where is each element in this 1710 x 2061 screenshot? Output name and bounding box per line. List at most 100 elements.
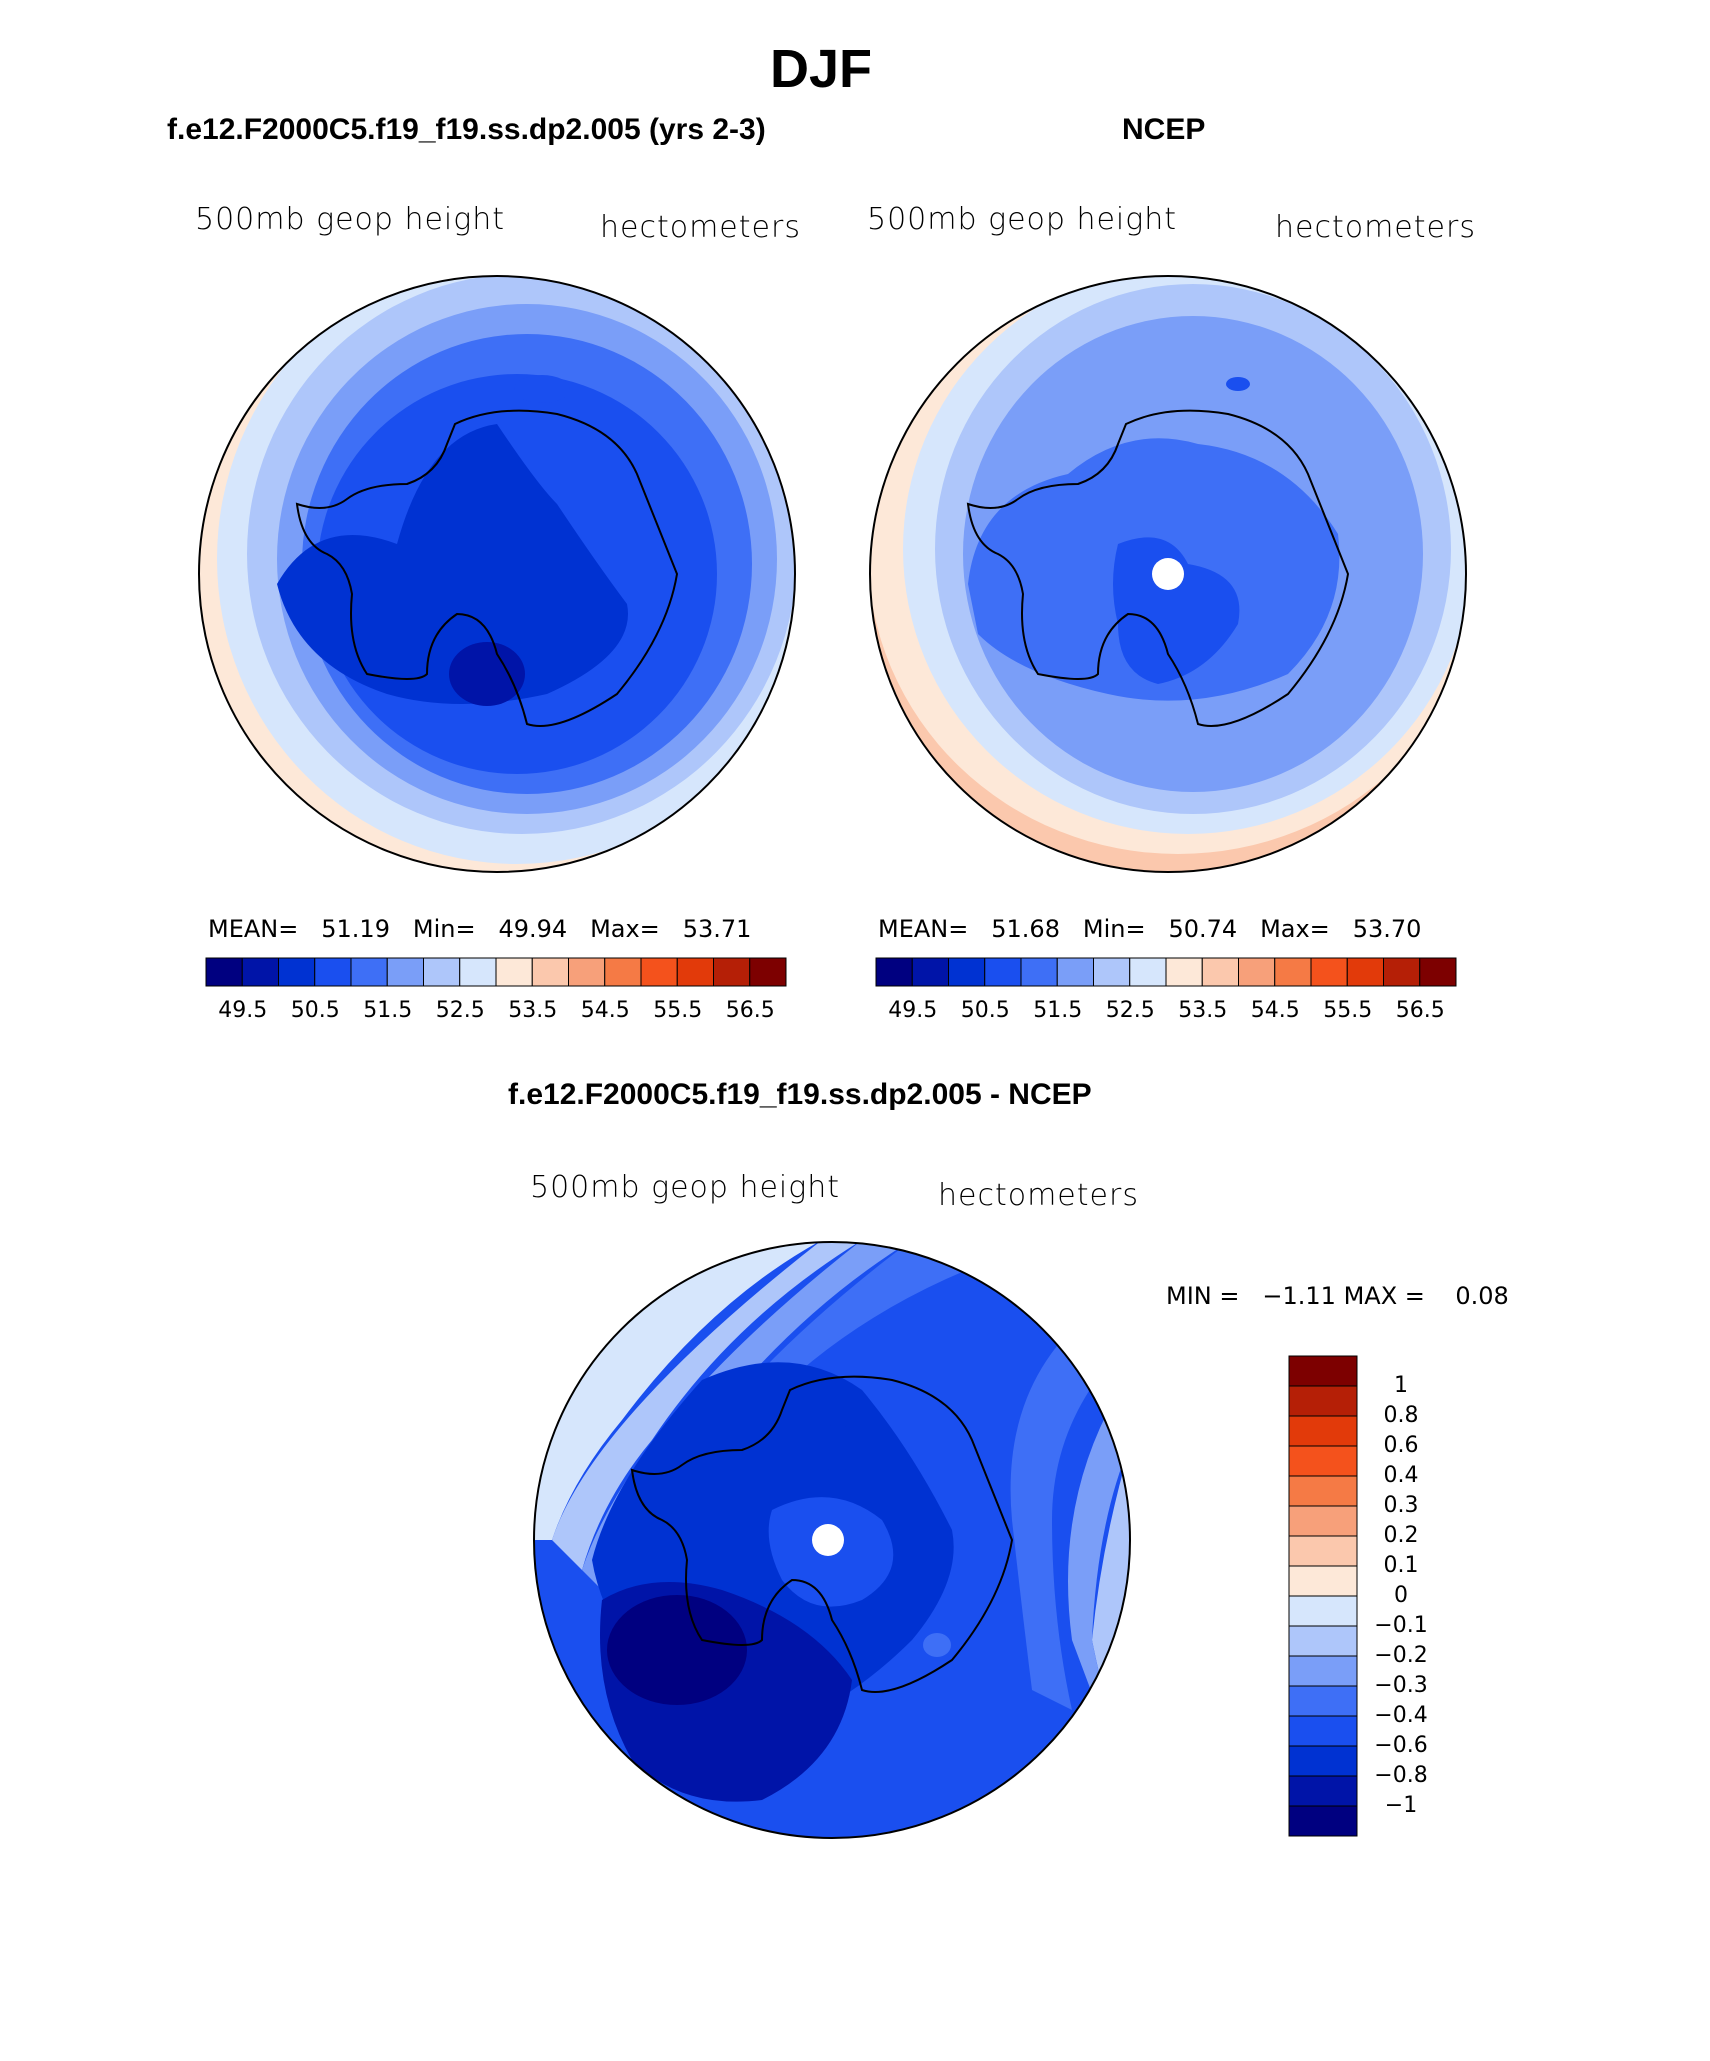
mean-value: 51.19 xyxy=(321,915,390,943)
colorbar-swatch xyxy=(314,957,352,987)
colorbar-tick-label: −1 xyxy=(1384,1793,1418,1818)
colorbar-swatch xyxy=(948,957,986,987)
polar-map-model xyxy=(198,275,796,873)
colorbar-swatch xyxy=(1383,957,1421,987)
colorbar-swatch xyxy=(495,957,533,987)
colorbar-swatch xyxy=(749,957,787,987)
max-value: 53.70 xyxy=(1352,915,1422,943)
colorbar-model xyxy=(205,957,787,987)
colorbar-swatch xyxy=(1288,1445,1358,1477)
colorbar-tick-label: −0.3 xyxy=(1374,1673,1428,1698)
colorbar-swatch xyxy=(1346,957,1384,987)
antarctica-coastline xyxy=(966,409,1350,727)
max-value: 53.71 xyxy=(682,915,752,943)
colorbar-tick-label: 0.3 xyxy=(1383,1493,1419,1518)
max-value: 0.08 xyxy=(1455,1282,1509,1310)
colorbar-swatch xyxy=(459,957,497,987)
max-label: MAX = xyxy=(1343,1282,1425,1310)
colorbar-tick-label: 52.5 xyxy=(435,998,485,1023)
colorbar-tick-label: 50.5 xyxy=(290,998,340,1023)
colorbar-tick-label: 53.5 xyxy=(1178,998,1228,1023)
polar-map-obs xyxy=(869,275,1467,873)
colorbar-swatch xyxy=(1288,1505,1358,1537)
colorbar-tick-label: 49.5 xyxy=(888,998,938,1023)
colorbar-tick-label: −0.4 xyxy=(1374,1703,1428,1728)
colorbar-swatch xyxy=(1288,1475,1358,1507)
stats-diff: MIN = −1.11 MAX = 0.08 xyxy=(1166,1282,1509,1310)
max-label: Max= xyxy=(590,915,660,943)
colorbar-swatch xyxy=(1274,957,1312,987)
colorbar-tick-label: 49.5 xyxy=(218,998,268,1023)
colorbar-tick-label: 53.5 xyxy=(508,998,558,1023)
colorbar-tick-label: 54.5 xyxy=(580,998,630,1023)
colorbar-tick-label: 1 xyxy=(1394,1373,1408,1398)
colorbar-swatch xyxy=(713,957,751,987)
colorbar-swatch xyxy=(1238,957,1276,987)
colorbar-tick-label: 52.5 xyxy=(1105,998,1155,1023)
colorbar-swatch xyxy=(1288,1625,1358,1657)
colorbar-tick-label: 0 xyxy=(1394,1583,1408,1608)
colorbar-swatch xyxy=(1310,957,1348,987)
min-label: MIN = xyxy=(1166,1282,1240,1310)
colorbar-swatch xyxy=(1288,1685,1358,1717)
colorbar-obs xyxy=(875,957,1457,987)
stats-obs: MEAN= 51.68 Min= 50.74 Max= 53.70 xyxy=(878,915,1421,943)
colorbar-swatch xyxy=(1288,1715,1358,1747)
colorbar-swatch xyxy=(1165,957,1203,987)
colorbar-swatch xyxy=(1288,1535,1358,1567)
max-label: Max= xyxy=(1260,915,1330,943)
panel-left-label-model: 500mb geop height xyxy=(195,202,506,237)
colorbar-tick-label: −0.8 xyxy=(1374,1763,1428,1788)
colorbar-tick-label: 51.5 xyxy=(363,998,413,1023)
panel-title-obs: NCEP xyxy=(1122,113,1206,146)
mean-value: 51.68 xyxy=(991,915,1060,943)
colorbar-tick-label: 50.5 xyxy=(960,998,1010,1023)
colorbar-swatch xyxy=(875,957,913,987)
colorbar-tick-label: 0.1 xyxy=(1383,1553,1419,1578)
colorbar-swatch xyxy=(205,957,243,987)
colorbar-tick-label: −0.1 xyxy=(1374,1613,1428,1638)
colorbar-tick-label: 51.5 xyxy=(1033,998,1083,1023)
antarctica-coastline xyxy=(630,1375,1014,1693)
colorbar-swatch xyxy=(1056,957,1094,987)
colorbar-swatch xyxy=(350,957,388,987)
panel-title-diff: f.e12.F2000C5.f19_f19.ss.dp2.005 - NCEP xyxy=(508,1078,1092,1111)
panel-units-diff: hectometers xyxy=(938,1178,1139,1213)
min-label: Min= xyxy=(1082,915,1146,943)
min-value: 50.74 xyxy=(1168,915,1238,943)
min-value: 49.94 xyxy=(498,915,568,943)
colorbar-tick-label: 0.6 xyxy=(1383,1433,1419,1458)
min-label: Min= xyxy=(412,915,476,943)
colorbar-swatch xyxy=(1288,1565,1358,1597)
colorbar-swatch xyxy=(568,957,606,987)
panel-title-model: f.e12.F2000C5.f19_f19.ss.dp2.005 (yrs 2-… xyxy=(167,113,766,146)
colorbar-swatch xyxy=(1288,1595,1358,1627)
colorbar-swatch xyxy=(1419,957,1457,987)
colorbar-swatch xyxy=(1288,1355,1358,1387)
colorbar-tick-label: −0.6 xyxy=(1374,1733,1428,1758)
colorbar-tick-label: 54.5 xyxy=(1250,998,1300,1023)
colorbar-swatch xyxy=(1129,957,1167,987)
colorbar-swatch xyxy=(911,957,949,987)
figure-title: DJF xyxy=(770,39,873,99)
colorbar-swatch xyxy=(1288,1385,1358,1417)
colorbar-swatch xyxy=(1201,957,1239,987)
colorbar-swatch xyxy=(604,957,642,987)
colorbar-tick-label: 56.5 xyxy=(1395,998,1445,1023)
colorbar-swatch xyxy=(1020,957,1058,987)
colorbar-diff xyxy=(1288,1355,1358,1837)
min-value: −1.11 xyxy=(1262,1282,1336,1310)
colorbar-swatch xyxy=(1288,1775,1358,1807)
panel-left-label-obs: 500mb geop height xyxy=(867,202,1178,237)
colorbar-swatch xyxy=(1288,1805,1358,1837)
colorbar-tick-label: 56.5 xyxy=(725,998,775,1023)
mean-label: MEAN= xyxy=(208,915,299,943)
colorbar-tick-label: 55.5 xyxy=(653,998,703,1023)
colorbar-tick-label: 0.4 xyxy=(1383,1463,1419,1488)
colorbar-swatch xyxy=(676,957,714,987)
stats-model: MEAN= 51.19 Min= 49.94 Max= 53.71 xyxy=(208,915,751,943)
colorbar-tick-label: −0.2 xyxy=(1374,1643,1428,1668)
colorbar-swatch xyxy=(423,957,461,987)
panel-units-obs: hectometers xyxy=(1275,210,1476,245)
colorbar-tick-label: 55.5 xyxy=(1323,998,1373,1023)
